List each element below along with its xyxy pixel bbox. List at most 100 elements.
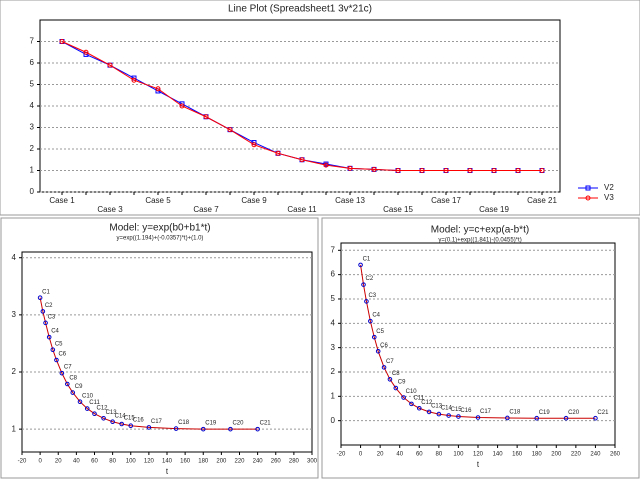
point <box>275 150 281 156</box>
point-label: C19 <box>205 421 217 427</box>
point <box>368 318 373 324</box>
point-label: C7 <box>64 365 72 371</box>
point-label: C10 <box>406 389 418 395</box>
x-tick-label: 100 <box>126 459 137 465</box>
point-label: C2 <box>366 276 374 282</box>
point-label: C18 <box>178 420 190 426</box>
point <box>227 127 233 133</box>
x-tick-label: -20 <box>337 452 346 458</box>
y-tick-label: 0 <box>331 416 336 425</box>
point <box>84 406 90 411</box>
point <box>59 370 65 376</box>
point-label: C20 <box>568 410 580 416</box>
point <box>179 103 185 109</box>
point <box>65 381 70 387</box>
x-tick-label: 260 <box>271 459 282 465</box>
y-tick-label: 5 <box>331 294 336 303</box>
y-tick-label: 2 <box>30 144 35 153</box>
x-tick-label: Case 15 <box>383 205 413 214</box>
point <box>358 262 363 268</box>
y-tick-label: 6 <box>30 58 35 67</box>
point <box>200 426 206 432</box>
x-tick-label: 60 <box>91 459 98 465</box>
point <box>77 399 83 405</box>
point <box>393 385 399 391</box>
x-tick-label: 140 <box>493 452 504 458</box>
point <box>446 413 451 418</box>
point-label: C9 <box>75 384 83 390</box>
point-label: C3 <box>368 293 376 299</box>
point-label: C15 <box>451 407 463 413</box>
x-tick-label: 240 <box>590 452 601 458</box>
point <box>443 168 449 173</box>
point-label: C16 <box>133 417 145 423</box>
x-tick-label: 160 <box>512 452 523 458</box>
x-tick-label: 20 <box>377 452 384 458</box>
point <box>505 415 510 421</box>
x-tick-label: 100 <box>453 452 464 458</box>
point <box>43 320 48 326</box>
point <box>491 168 497 173</box>
x-tick-label: Case 5 <box>145 196 171 205</box>
point <box>515 168 521 173</box>
x-tick-label: Case 19 <box>479 205 509 214</box>
legend-label: V2 <box>604 183 614 192</box>
chart-title: Line Plot (Spreadsheet1 3v*21c) <box>228 4 372 15</box>
point <box>347 165 353 171</box>
point-label: C14 <box>441 406 453 412</box>
x-tick-label: Case 9 <box>241 196 267 205</box>
x-tick-label: 40 <box>73 459 80 465</box>
point-label: C21 <box>260 421 272 427</box>
point-label: C13 <box>106 410 118 416</box>
point-label: C9 <box>398 380 406 386</box>
series-line <box>61 41 542 171</box>
y-tick-label: 4 <box>12 253 17 262</box>
point <box>251 142 257 148</box>
x-axis-label: t <box>477 460 480 469</box>
y-tick-label: 6 <box>331 270 336 279</box>
x-axis-label: t <box>166 467 169 476</box>
x-tick-label: 0 <box>38 459 42 465</box>
point-label: C15 <box>124 416 136 422</box>
point <box>203 114 209 120</box>
point <box>371 334 377 340</box>
point <box>361 282 366 287</box>
left-panel <box>0 217 319 479</box>
point <box>456 414 461 419</box>
point <box>110 419 115 425</box>
fit-line <box>360 264 596 419</box>
point <box>395 168 401 173</box>
point <box>387 376 393 382</box>
point-label: C8 <box>392 371 400 377</box>
point-label: C16 <box>460 408 472 414</box>
point <box>401 395 406 400</box>
chart-title: Model: y=exp(b0+b1*t) <box>109 223 210 234</box>
x-tick-label: 140 <box>162 459 173 465</box>
x-tick-label: 240 <box>253 459 264 465</box>
chart-title: Model: y=c+exp(a-b*t) <box>431 225 529 236</box>
x-tick-label: Case 11 <box>287 205 317 214</box>
point <box>299 157 305 163</box>
x-tick-label: 120 <box>473 452 484 458</box>
point-label: C5 <box>376 329 384 335</box>
x-tick-label: 220 <box>234 459 245 465</box>
point-label: C11 <box>413 395 424 401</box>
x-tick-label: 180 <box>532 452 543 458</box>
point <box>323 162 329 168</box>
point <box>173 426 179 431</box>
point-label: C6 <box>58 352 66 358</box>
point <box>83 49 89 55</box>
point <box>467 168 473 173</box>
point-label: C13 <box>431 403 443 409</box>
x-tick-label: Case 7 <box>193 205 219 214</box>
x-tick-label: 20 <box>55 459 62 465</box>
point <box>46 334 52 340</box>
point-label: C14 <box>115 413 127 419</box>
x-tick-label: Case 17 <box>431 196 461 205</box>
point <box>534 415 540 421</box>
x-tick-label: 280 <box>289 459 300 465</box>
point-label: C3 <box>48 314 56 320</box>
point <box>409 401 414 407</box>
point <box>228 426 233 432</box>
point-label: C10 <box>82 393 94 399</box>
